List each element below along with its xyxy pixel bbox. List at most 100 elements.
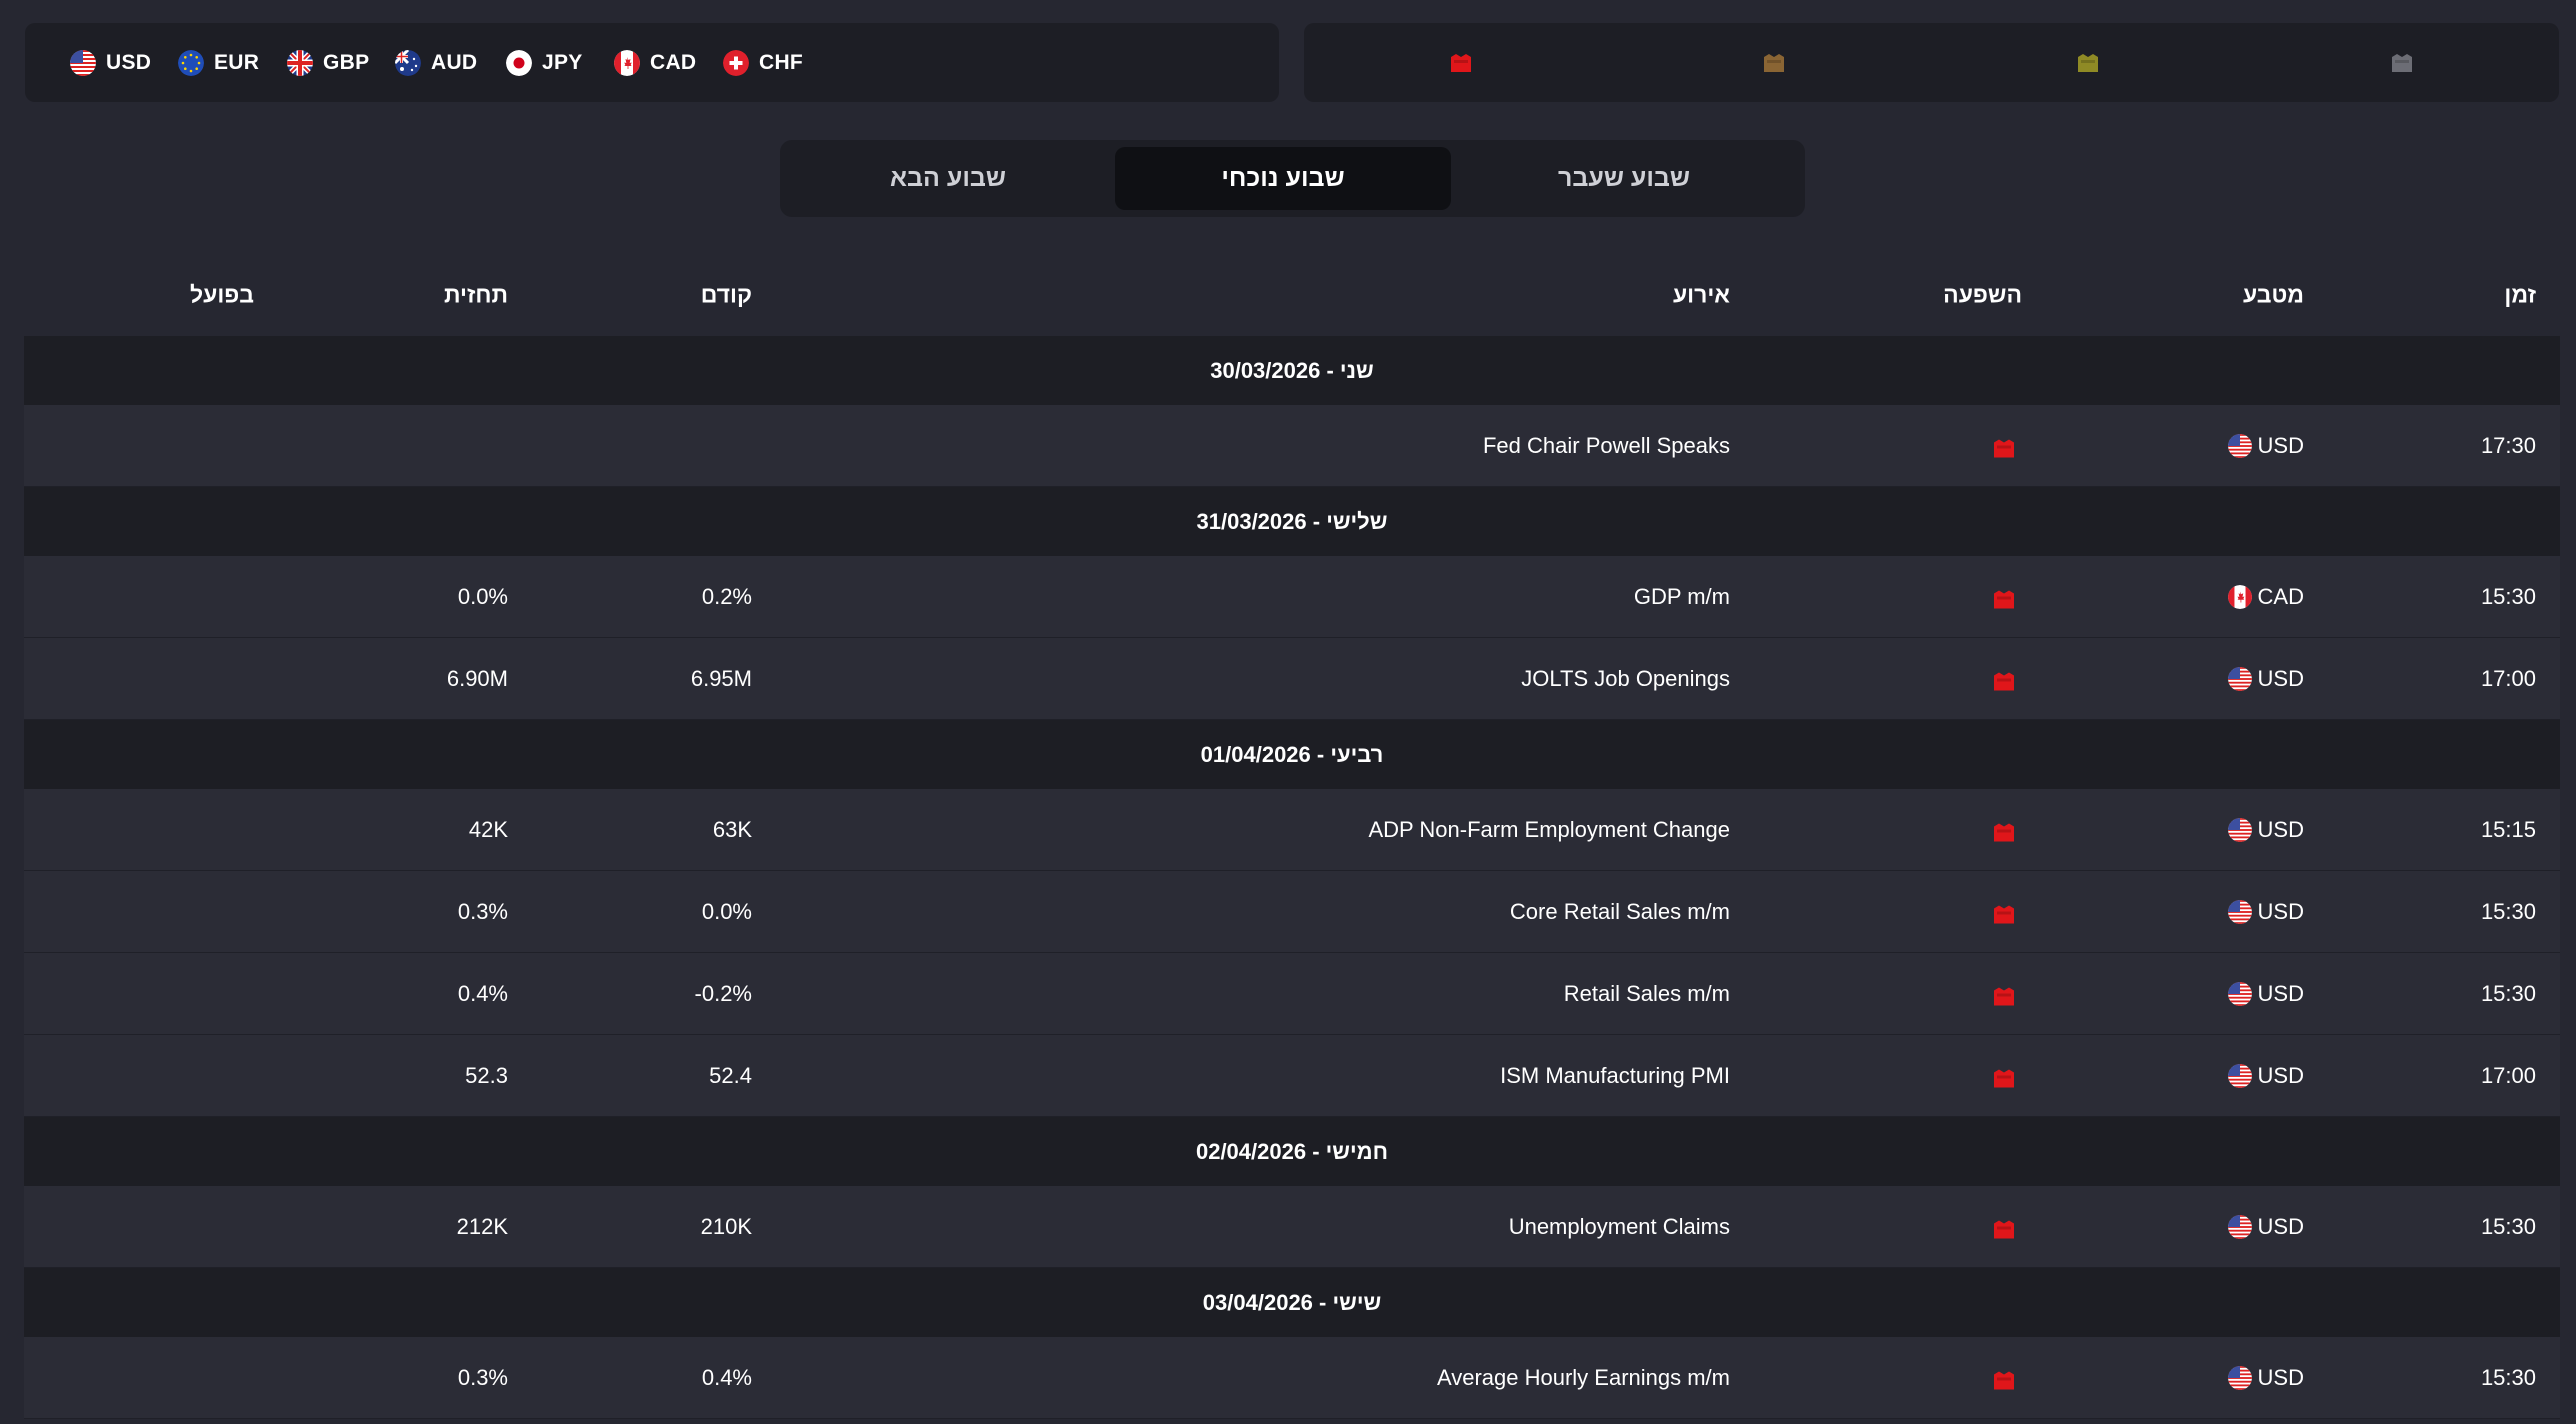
event-forecast: 0.3% [457, 1364, 508, 1390]
day-header-row: 30/03/2026 - שני [24, 336, 2560, 405]
event-row[interactable]: 15:15 USD ADP Non-Farm Employment Change 63… [24, 789, 2560, 871]
event-forecast: 0.4% [457, 980, 508, 1006]
flag-eu-icon [178, 49, 204, 76]
flag-gb-icon [287, 49, 313, 76]
currency-label: AUD [431, 50, 478, 74]
event-previous: 63K [712, 816, 752, 842]
event-row[interactable]: 17:00 USD JOLTS Job Openings 6.95M 6.90M [24, 638, 2560, 720]
currency-code: USD [2257, 665, 2304, 691]
event-row[interactable]: 17:00 USD ISM Manufacturing PMI 52.4 52.3 [24, 1035, 2560, 1117]
impact-high-icon [1992, 437, 2016, 457]
event-row[interactable]: 15:30 USD Unemployment Claims 210K 212K [24, 1186, 2560, 1268]
flag-us-icon [2227, 817, 2252, 842]
impact-none-icon [2390, 53, 2414, 72]
tab-current-week[interactable]: שבוע נוכחי [1115, 147, 1451, 210]
impact-high-icon [1449, 53, 1473, 72]
event-row[interactable]: 17:30 USD Fed Chair Powell Speaks [24, 405, 2560, 487]
event-name: JOLTS Job Openings [1521, 665, 1730, 691]
tab-next-week[interactable]: שבוע הבא [889, 164, 1007, 192]
event-time: 15:30 [2480, 1213, 2536, 1239]
event-time: 15:30 [2480, 583, 2536, 609]
event-forecast: 212K [456, 1213, 508, 1239]
currency-filter-chf[interactable]: CHF [723, 49, 803, 76]
currency-code: USD [2257, 816, 2304, 842]
event-currency: USD [2227, 1364, 2304, 1391]
event-forecast: 6.90M [446, 665, 508, 691]
flag-ch-icon [723, 49, 749, 76]
event-row[interactable]: 15:30 USD Core Retail Sales m/m 0.0% 0.3% [24, 871, 2560, 953]
day-label: 31/03/2026 - שלישי [1196, 508, 1388, 534]
currency-code: USD [2257, 1364, 2304, 1390]
event-row[interactable]: 15:30 USD Average Hourly Earnings m/m 0.4% 0… [24, 1337, 2560, 1419]
currency-label: CAD [650, 50, 697, 74]
impact-high-icon [1992, 1218, 2016, 1238]
currency-filter-jpy[interactable]: JPY [506, 49, 583, 76]
impact-filter-none[interactable] [2390, 53, 2414, 72]
impact-high-icon [1992, 821, 2016, 841]
event-name: Retail Sales m/m [1563, 980, 1730, 1006]
event-currency: USD [2227, 980, 2304, 1007]
event-currency: USD [2227, 1214, 2304, 1240]
event-name: Average Hourly Earnings m/m [1436, 1364, 1730, 1390]
flag-ca-icon [2227, 584, 2252, 609]
flag-us-icon [70, 49, 96, 76]
impact-filter-bar [1304, 23, 2559, 102]
currency-filter-gbp[interactable]: GBP [287, 49, 369, 76]
flag-us-icon [2227, 1214, 2252, 1239]
event-name: ISM Manufacturing PMI [1500, 1062, 1730, 1088]
currency-code: USD [2257, 432, 2304, 458]
impact-high-icon [1992, 1067, 2016, 1087]
currency-code: USD [2257, 1062, 2304, 1088]
flag-us-icon [2227, 1063, 2252, 1088]
flag-jp-icon [506, 49, 532, 76]
currency-filter-bar: USD EUR GBP AUD JPY CAD CHF [25, 23, 1279, 102]
event-row[interactable]: 15:30 CAD GDP m/m 0.2% 0.0% [24, 556, 2560, 638]
tab-previous-week[interactable]: שבוע שעבר [1557, 164, 1691, 192]
event-time: 17:00 [2480, 1062, 2536, 1088]
event-row[interactable]: 15:30 USD Retail Sales m/m -0.2% 0.4% [24, 953, 2560, 1035]
header-impact: השפעה [1943, 281, 2022, 308]
day-label: 03/04/2026 - שישי [1202, 1289, 1382, 1315]
currency-filter-cad[interactable]: CAD [614, 49, 697, 76]
impact-high-icon [1992, 588, 2016, 608]
day-label: 30/03/2026 - שני [1210, 357, 1374, 383]
impact-filter-low[interactable] [2076, 53, 2100, 72]
currency-code: CAD [2257, 583, 2304, 609]
impact-filter-high[interactable] [1449, 53, 1473, 72]
event-time: 15:30 [2480, 1364, 2536, 1390]
currency-label: USD [106, 50, 152, 74]
header-currency: מטבע [2242, 281, 2304, 308]
day-label: 01/04/2026 - רביעי [1200, 741, 1384, 767]
event-forecast: 52.3 [465, 1062, 508, 1088]
header-actual: בפועל [189, 281, 254, 308]
week-tabs: שבוע שעבר שבוע נוכחי שבוע הבא [780, 140, 1805, 217]
economic-calendar-table: זמן מטבע השפעה אירוע קודם תחזית בפועל 30… [24, 254, 2560, 1424]
currency-label: EUR [214, 50, 260, 74]
currency-filter-usd[interactable]: USD [70, 49, 152, 76]
event-time: 17:30 [2480, 432, 2536, 458]
flag-us-icon [2227, 899, 2252, 924]
flag-us-icon [2227, 666, 2252, 691]
event-name: ADP Non-Farm Employment Change [1368, 816, 1730, 842]
impact-filter-medium[interactable] [1762, 53, 1786, 72]
event-time: 15:30 [2480, 898, 2536, 924]
event-previous: 0.0% [701, 898, 752, 924]
event-previous: 0.2% [701, 583, 752, 609]
currency-filter-aud[interactable]: AUD [395, 49, 478, 76]
impact-high-icon [1992, 903, 2016, 923]
currency-filter-eur[interactable]: EUR [178, 49, 260, 76]
day-header-row: 01/04/2026 - רביעי [24, 720, 2560, 789]
flag-us-icon [2227, 1365, 2252, 1390]
event-name: GDP m/m [1633, 583, 1730, 609]
impact-high-icon [1992, 670, 2016, 690]
impact-medium-icon [1762, 53, 1786, 72]
impact-high-icon [1992, 1369, 2016, 1389]
day-label: 02/04/2026 - חמישי [1195, 1138, 1389, 1164]
event-currency: CAD [2227, 583, 2304, 610]
currency-code: USD [2257, 980, 2304, 1006]
event-time: 17:00 [2480, 665, 2536, 691]
event-forecast: 0.3% [457, 898, 508, 924]
event-currency: USD [2227, 1062, 2304, 1089]
impact-low-icon [2076, 53, 2100, 72]
event-name: Core Retail Sales m/m [1509, 898, 1730, 924]
